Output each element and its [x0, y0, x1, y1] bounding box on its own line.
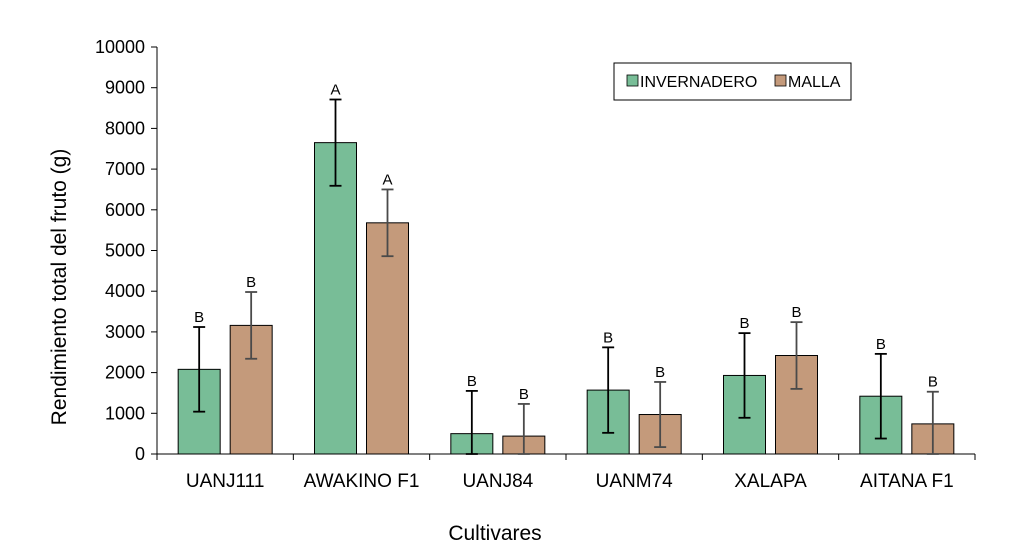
legend-label-malla: MALLA	[788, 74, 841, 91]
significance-label: B	[928, 374, 938, 391]
y-tick-label: 7000	[105, 159, 145, 179]
y-tick-label: 2000	[105, 363, 145, 383]
y-tick-label: 8000	[105, 118, 145, 138]
y-axis-label: Rendimiento total del fruto (g)	[48, 149, 71, 426]
significance-label: B	[519, 386, 529, 403]
legend-frame	[613, 62, 852, 101]
y-tick-label: 6000	[105, 200, 145, 220]
significance-label: B	[246, 274, 256, 291]
category-label: UANJ111	[186, 471, 265, 492]
legend: INVERNADERO MALLA	[613, 62, 852, 101]
legend-swatch-invernadero	[626, 74, 639, 87]
significance-label: B	[194, 309, 204, 326]
significance-label: A	[330, 82, 340, 99]
significance-label: B	[876, 336, 886, 353]
y-tick-label: 10000	[95, 37, 145, 57]
significance-label: B	[655, 364, 665, 381]
legend-swatch-malla	[774, 74, 787, 87]
y-tick-label: 0	[135, 444, 145, 464]
significance-label: B	[603, 329, 613, 346]
legend-label-invernadero: INVERNADERO	[640, 74, 757, 91]
x-axis: UANJ111 AWAKINO F1 UANJ84 UANM74 XALAPA AITAN…	[156, 453, 976, 492]
y-tick-label: 9000	[105, 78, 145, 98]
bars: B A B B B B B A B B B B	[177, 82, 955, 455]
y-tick-label: 4000	[105, 281, 145, 301]
category-label: UANJ84	[462, 471, 533, 492]
y-tick-label: 1000	[105, 403, 145, 423]
category-label: XALAPA	[734, 471, 807, 492]
category-label: AWAKINO F1	[304, 471, 420, 492]
category-label: AITANA F1	[860, 471, 954, 492]
significance-label: B	[791, 304, 801, 321]
bar-malla	[366, 222, 409, 455]
y-tick-label: 5000	[105, 241, 145, 261]
bar-invernadero	[314, 142, 357, 455]
significance-label: B	[739, 315, 749, 332]
significance-label: B	[467, 373, 477, 390]
significance-label: A	[382, 171, 392, 188]
y-tick-label: 3000	[105, 322, 145, 342]
x-axis-label: Cultivares	[448, 522, 541, 545]
y-axis: 0 1000 2000 3000 4000 5000 6000 7000 8000 9000 100…	[95, 37, 158, 464]
category-label: UANM74	[596, 471, 674, 492]
